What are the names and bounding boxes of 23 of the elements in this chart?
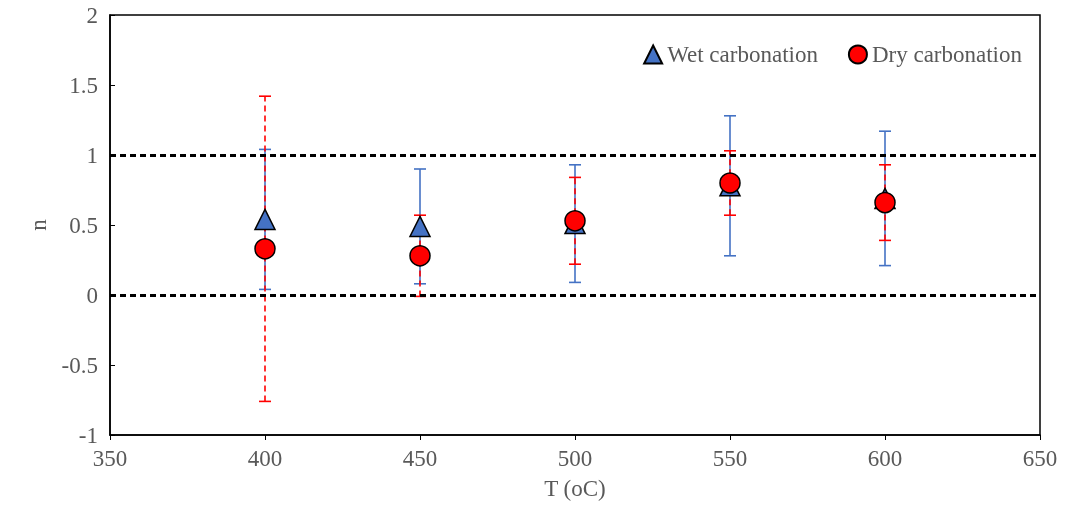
point <box>874 191 896 214</box>
point <box>409 245 431 267</box>
point <box>409 215 431 238</box>
y-tick-label: 1.5 <box>69 72 98 98</box>
y-tick-label: 0 <box>86 282 98 308</box>
point <box>254 208 276 231</box>
y-tick-label: -1 <box>78 422 98 448</box>
x-tick-label: 650 <box>1022 446 1058 471</box>
x-tick-label: 400 <box>247 446 283 471</box>
x-tick-label: 550 <box>712 446 748 471</box>
y-tick-label: -0.5 <box>61 352 98 378</box>
x-axis-title: T (oC) <box>544 476 606 501</box>
y-tick-label: 2 <box>86 2 98 28</box>
x-tick-label: 450 <box>402 446 438 471</box>
y-axis-title: n <box>26 218 51 231</box>
legend-label: Wet carbonation <box>667 42 819 67</box>
x-tick-label: 600 <box>867 446 903 471</box>
legend-label: Dry carbonation <box>871 42 1023 67</box>
x-tick-label: 500 <box>557 446 593 471</box>
x-tick-label: 350 <box>92 446 128 471</box>
point <box>254 238 276 260</box>
y-tick-label: 0.5 <box>69 212 98 238</box>
y-tick-label: 1 <box>86 142 98 168</box>
